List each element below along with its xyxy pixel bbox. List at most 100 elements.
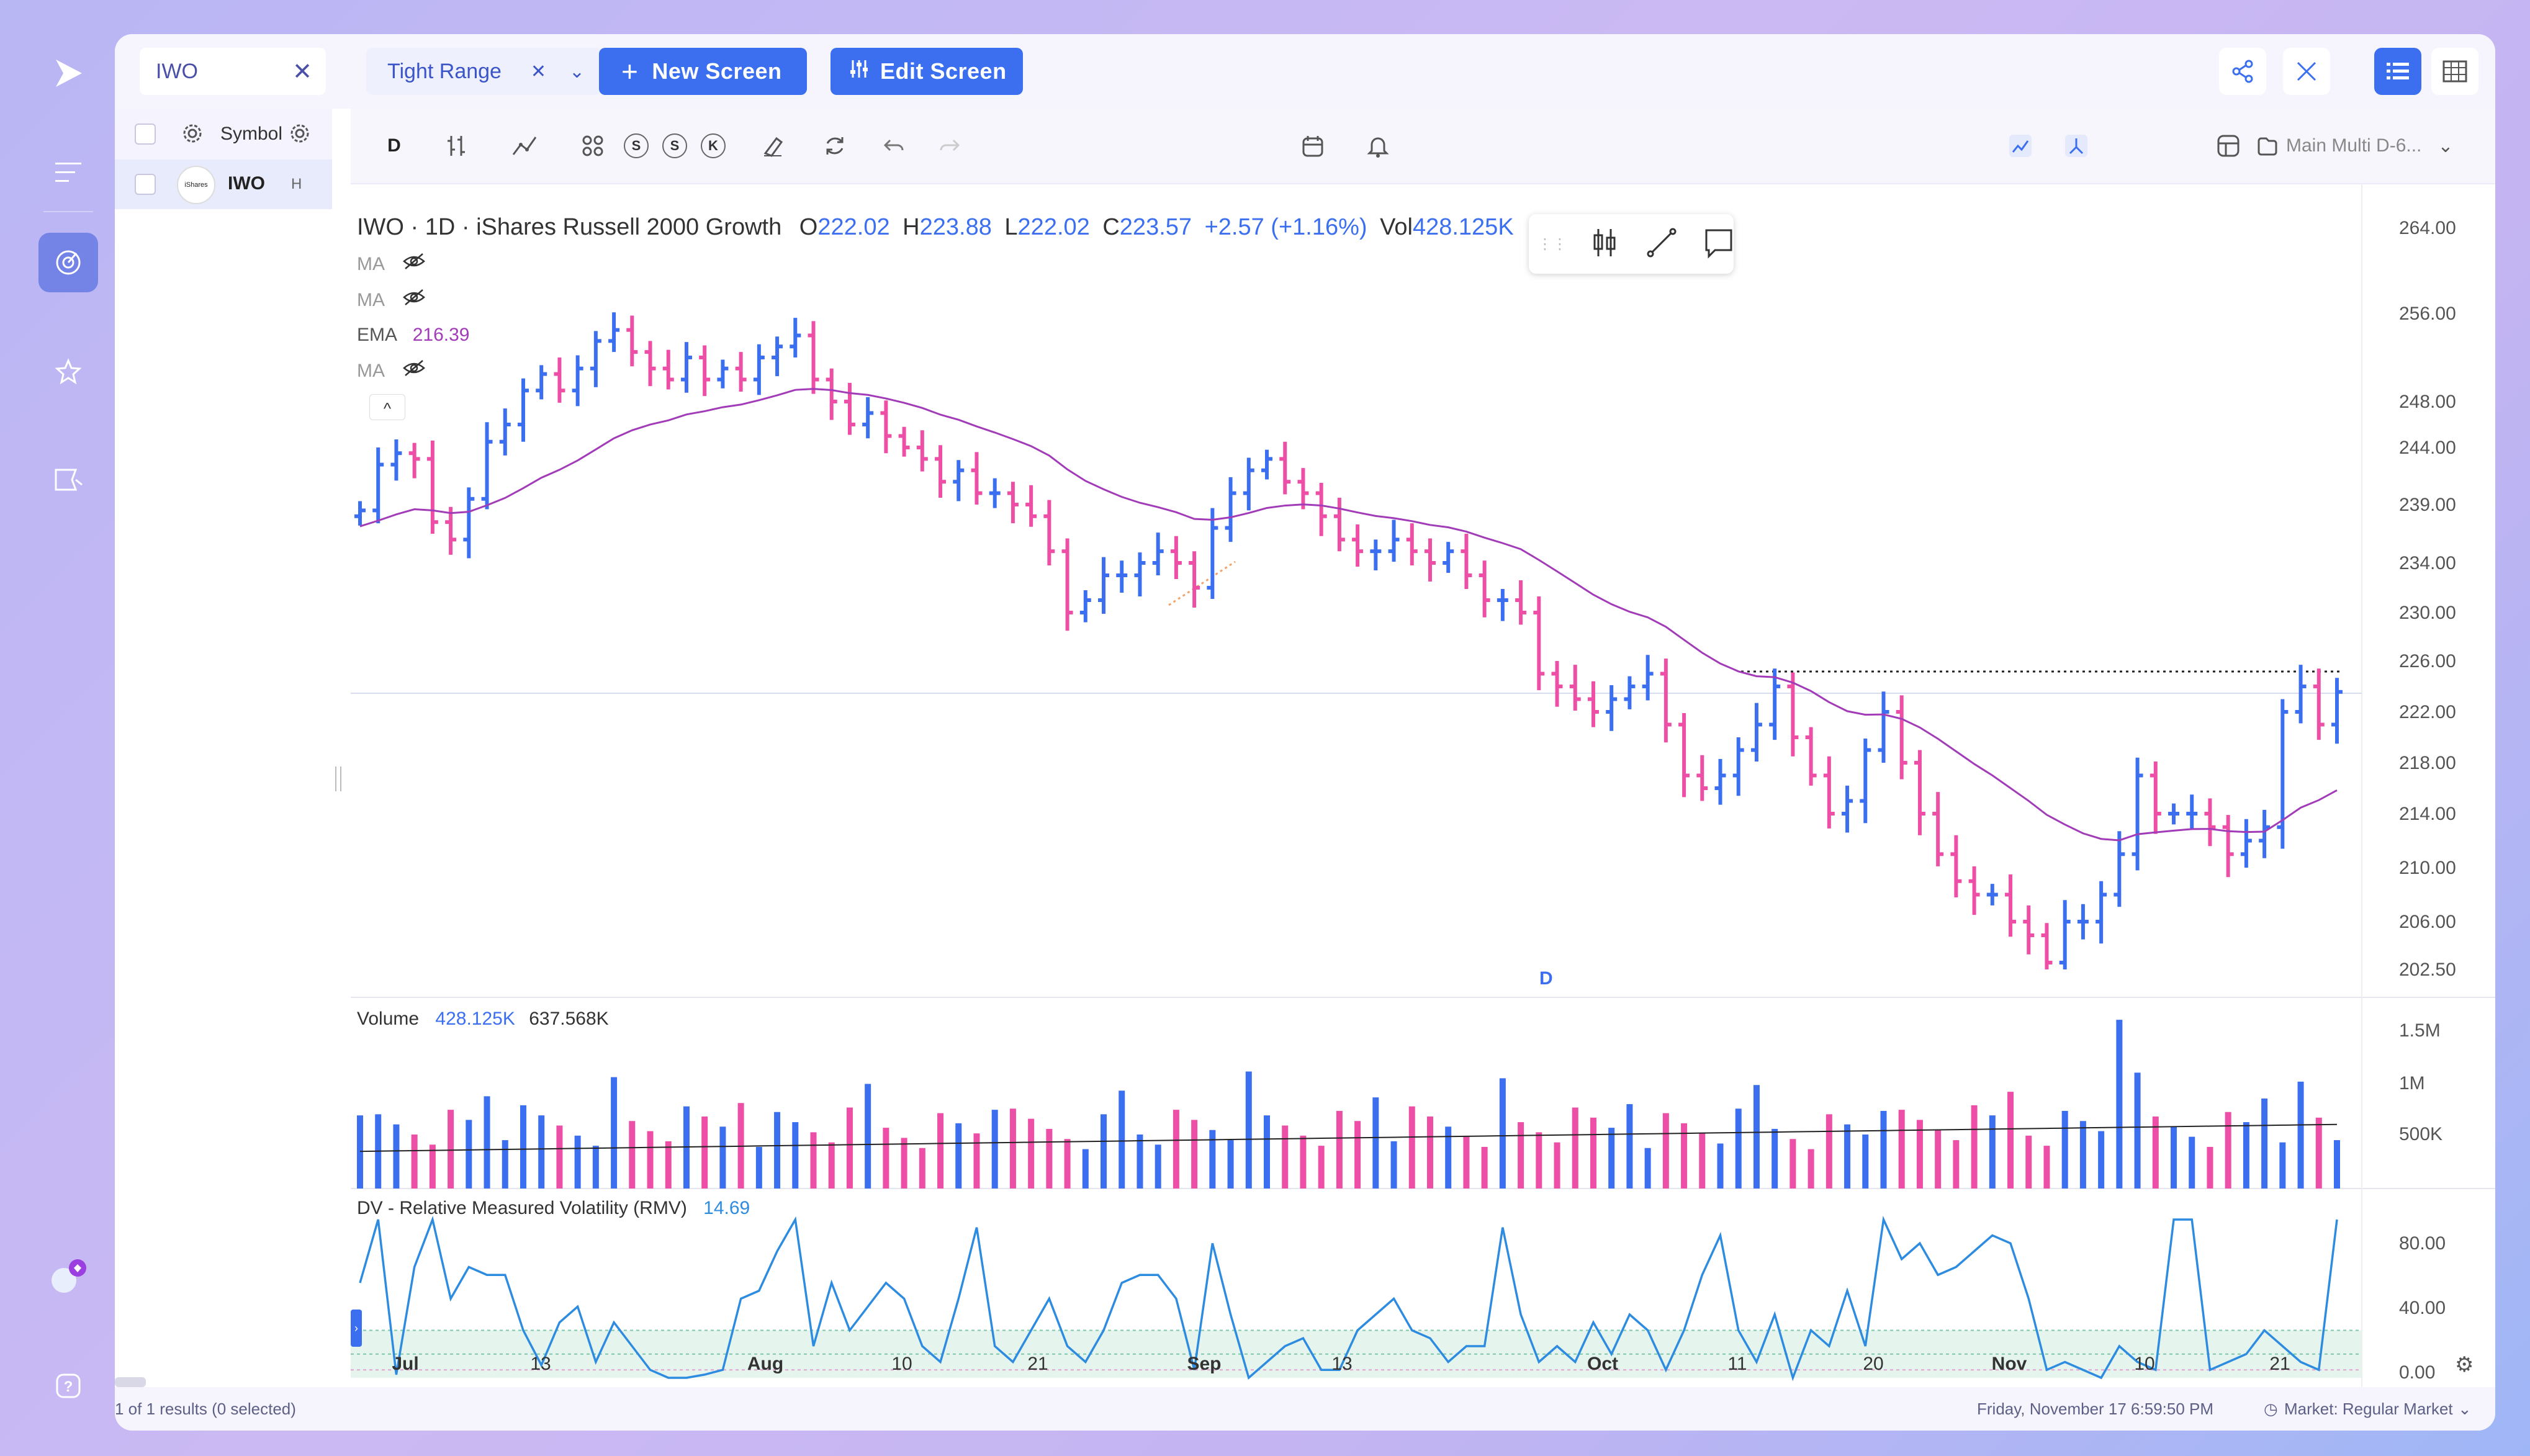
grid-view-icon[interactable] <box>2431 48 2478 95</box>
rmv-legend: DV - Relative Measured Volatility (RMV) … <box>357 1198 750 1218</box>
volume-bar <box>1445 1126 1452 1189</box>
rmv-line <box>359 1215 2338 1382</box>
indicators-icon[interactable] <box>506 109 543 183</box>
settings-gear-icon[interactable] <box>180 121 205 149</box>
date-tick-label: Sep <box>1187 1354 1221 1374</box>
volume-bar <box>520 1105 526 1189</box>
volume-bar <box>1626 1104 1633 1189</box>
ema-value: 216.39 <box>412 325 470 345</box>
volume-bar <box>1880 1110 1887 1189</box>
status-chevron-icon[interactable]: ⌄ <box>2458 1399 2472 1418</box>
help-icon[interactable]: ? <box>38 1356 98 1416</box>
hidden-eye-icon[interactable] <box>402 253 426 274</box>
drag-handle-icon[interactable]: ⋮⋮ <box>1537 235 1567 253</box>
comment-tool-icon[interactable] <box>1701 225 1736 263</box>
volume-bar <box>2243 1122 2249 1189</box>
line-tool-icon[interactable] <box>1644 225 1679 263</box>
candle-tool-icon[interactable] <box>1587 225 1622 263</box>
templates-icon[interactable] <box>574 109 611 183</box>
volume-bar <box>1935 1130 1942 1189</box>
chevron-down-icon[interactable]: ⌄ <box>569 61 585 82</box>
date-tick-label: 13 <box>530 1354 551 1374</box>
volume-bar <box>1064 1139 1071 1189</box>
select-all-checkbox[interactable] <box>135 124 156 145</box>
column-settings-icon[interactable] <box>287 121 312 149</box>
clear-icon[interactable]: ✕ <box>292 58 312 85</box>
sidebar-resize-handle[interactable] <box>335 766 341 791</box>
s2-label: S <box>662 133 687 158</box>
symbol-column-header[interactable]: Symbol <box>220 124 283 144</box>
date-tick-label: 21 <box>1027 1354 1048 1374</box>
volume-bar <box>665 1141 672 1189</box>
volume-bar <box>991 1110 998 1189</box>
volume-bar <box>502 1140 508 1189</box>
volume-bar <box>1554 1142 1560 1189</box>
list-view-icon[interactable] <box>2374 48 2421 95</box>
star-icon[interactable] <box>38 341 98 401</box>
screen-selector[interactable]: Tight Range ✕ ⌄ <box>366 48 602 95</box>
ohlc-low: L222.02 <box>1004 214 1090 240</box>
collapse-legend-button[interactable]: ^ <box>369 394 405 420</box>
calendar-icon[interactable] <box>1294 109 1331 183</box>
undo-icon[interactable] <box>875 109 912 183</box>
hidden-eye-icon[interactable] <box>402 360 426 381</box>
ma3-legend[interactable]: MA <box>357 359 426 382</box>
list-item[interactable]: iShares IWO H <box>115 160 332 209</box>
volume-bar <box>1499 1078 1506 1189</box>
row-flag: H <box>291 176 302 192</box>
eraser-icon[interactable] <box>754 109 791 183</box>
layout-icon[interactable] <box>2210 109 2247 183</box>
symbol-search-input[interactable]: IWO ✕ <box>140 48 326 95</box>
volume-bar <box>792 1122 799 1189</box>
alert-bell-icon[interactable] <box>1359 109 1397 183</box>
volume-bar <box>2079 1121 2086 1189</box>
volume-bar <box>1717 1143 1724 1189</box>
bar-style-icon[interactable] <box>438 109 475 183</box>
volume-tick-label: 500K <box>2399 1124 2442 1144</box>
price-change: +2.57 (+1.16%) <box>1204 214 1367 240</box>
ma2-legend[interactable]: MA <box>357 289 426 311</box>
new-screen-button[interactable]: + New Screen <box>599 48 807 95</box>
volume-bar <box>755 1146 762 1189</box>
interval-selector[interactable]: D <box>387 135 401 156</box>
x-logo-icon[interactable] <box>2283 48 2330 95</box>
volume-bar <box>484 1096 490 1189</box>
chart-type-icon[interactable] <box>2002 109 2039 183</box>
volume-bar <box>429 1144 436 1189</box>
price-chart[interactable]: 264.00 256.00 248.00 244.00 239.00 234.00 230.… <box>351 183 2495 1387</box>
screener-icon[interactable] <box>38 233 98 292</box>
avatar-icon[interactable] <box>38 1247 98 1307</box>
megaphone-icon[interactable] <box>38 450 98 510</box>
sidebar-scrollbar[interactable] <box>115 1377 146 1387</box>
s2-toggle[interactable]: S <box>656 109 693 183</box>
redo-icon[interactable] <box>931 109 968 183</box>
chart-area[interactable]: 264.00 256.00 248.00 244.00 239.00 234.00 230.… <box>351 183 2495 1387</box>
ema-legend[interactable]: EMA 216.39 <box>357 325 470 345</box>
date-tick-label: Aug <box>747 1354 783 1374</box>
row-checkbox[interactable] <box>135 174 156 195</box>
volume-bar <box>1354 1121 1361 1189</box>
s1-toggle[interactable]: S <box>618 109 655 183</box>
volume-bar <box>774 1112 781 1189</box>
volume-average-line <box>359 1123 2338 1153</box>
app-logo-icon[interactable] <box>38 43 98 103</box>
sliders-icon <box>848 58 870 86</box>
volume-bar <box>2297 1081 2304 1189</box>
datetime: Friday, November 17 6:59:50 PM <box>1977 1399 2214 1418</box>
hidden-eye-icon[interactable] <box>402 289 426 310</box>
k-toggle[interactable]: K <box>695 109 732 183</box>
panel-expand-handle[interactable]: › <box>351 1310 362 1347</box>
screen-name: Tight Range <box>387 59 502 83</box>
volume-bar <box>901 1138 907 1189</box>
edit-screen-button[interactable]: Edit Screen <box>831 48 1023 95</box>
screen-close-icon[interactable]: ✕ <box>530 61 546 82</box>
refresh-icon[interactable] <box>816 109 853 183</box>
volume-bar <box>1662 1113 1669 1189</box>
share-icon[interactable] <box>2219 48 2266 95</box>
menu-icon[interactable] <box>38 143 98 202</box>
layout-selector[interactable]: Main Multi D-6... ⌄ <box>2256 109 2495 183</box>
drawing-tools-icon[interactable] <box>2058 109 2095 183</box>
ma1-legend[interactable]: MA <box>357 253 426 275</box>
volume-bar <box>1227 1140 1234 1189</box>
volume-bar <box>2152 1117 2159 1189</box>
